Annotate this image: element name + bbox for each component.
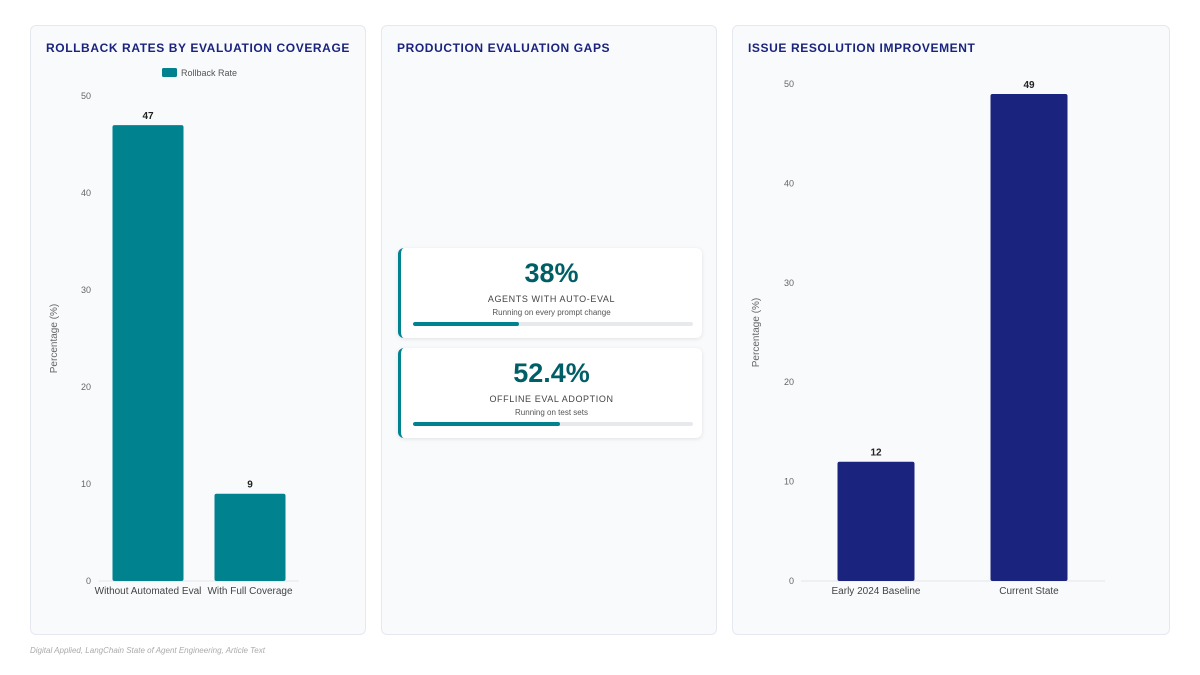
auto-eval-stat-value: 38%: [524, 258, 579, 288]
rollback-category-label: Without Automated Eval: [95, 586, 202, 597]
rollback-chart-panel: ROLLBACK RATES BY EVALUATION COVERAGE 0 1…: [30, 25, 366, 635]
issue-resolution-y-axis-title: Percentage (%): [751, 298, 762, 367]
offline-eval-stat-value: 52.4%: [513, 358, 590, 388]
auto-eval-progress-fill: [413, 322, 520, 326]
issue-resolution-data-label: 12: [870, 448, 882, 459]
issue-resolution-category-label: Current State: [999, 586, 1059, 597]
evaluation-gaps-title: PRODUCTION EVALUATION GAPS: [397, 41, 611, 55]
issue-resolution-y-tick: 10: [784, 477, 794, 487]
offline-eval-progress-track: [413, 422, 693, 426]
issue-resolution-y-tick: 50: [784, 79, 794, 89]
auto-eval-stat-card: 38% AGENTS WITH AUTO-EVAL Running on eve…: [398, 248, 702, 338]
issue-resolution-category-label: Early 2024 Baseline: [832, 586, 921, 597]
auto-eval-stat-subtitle: Running on every prompt change: [492, 308, 611, 317]
rollback-y-tick: 40: [81, 188, 91, 198]
rollback-y-tick: 50: [81, 91, 91, 101]
issue-resolution-bar: [837, 461, 915, 581]
rollback-data-label: 9: [247, 480, 253, 491]
rollback-chart-title: ROLLBACK RATES BY EVALUATION COVERAGE: [46, 41, 350, 55]
rollback-data-label: 47: [142, 111, 154, 122]
rollback-category-label: With Full Coverage: [207, 586, 292, 597]
offline-eval-progress-fill: [413, 422, 560, 426]
issue-resolution-y-tick: 20: [784, 377, 794, 387]
issue-resolution-panel: ISSUE RESOLUTION IMPROVEMENT 0 10 20 30 40 50…: [732, 25, 1170, 635]
rollback-bar: [112, 125, 184, 581]
issue-resolution-y-tick: 40: [784, 178, 794, 188]
issue-resolution-y-tick: 0: [789, 576, 794, 586]
rollback-bar: [214, 493, 286, 581]
issue-resolution-y-tick: 30: [784, 278, 794, 288]
evaluation-gaps-panel: PRODUCTION EVALUATION GAPS 38% AGENTS WI…: [381, 25, 717, 635]
rollback-y-tick: 20: [81, 382, 91, 392]
rollback-legend-swatch: [162, 68, 177, 77]
issue-resolution-chart: 0 10 20 30 40 50 Percentage (%) 12 Early 2024 Ba…: [751, 79, 1105, 597]
issue-resolution-data-label: 49: [1023, 80, 1035, 91]
offline-eval-stat-subtitle: Running on test sets: [515, 408, 588, 417]
rollback-y-tick: 0: [86, 576, 91, 586]
issue-resolution-title: ISSUE RESOLUTION IMPROVEMENT: [748, 41, 976, 55]
offline-eval-stat-label: OFFLINE EVAL ADOPTION: [489, 394, 614, 404]
rollback-legend-label: Rollback Rate: [181, 68, 237, 78]
issue-resolution-bar: [990, 93, 1068, 581]
rollback-y-tick: 30: [81, 285, 91, 295]
rollback-y-axis-title: Percentage (%): [49, 304, 60, 373]
auto-eval-stat-label: AGENTS WITH AUTO-EVAL: [487, 294, 616, 304]
offline-eval-stat-card: 52.4% OFFLINE EVAL ADOPTION Running on t…: [398, 348, 702, 438]
auto-eval-progress-track: [413, 322, 693, 326]
rollback-chart: 0 10 20 30 40 50 Percentage (%) 47 Without Autom…: [49, 68, 299, 597]
source-note: Digital Applied, LangChain State of Agen…: [30, 646, 265, 655]
rollback-y-tick: 10: [81, 479, 91, 489]
